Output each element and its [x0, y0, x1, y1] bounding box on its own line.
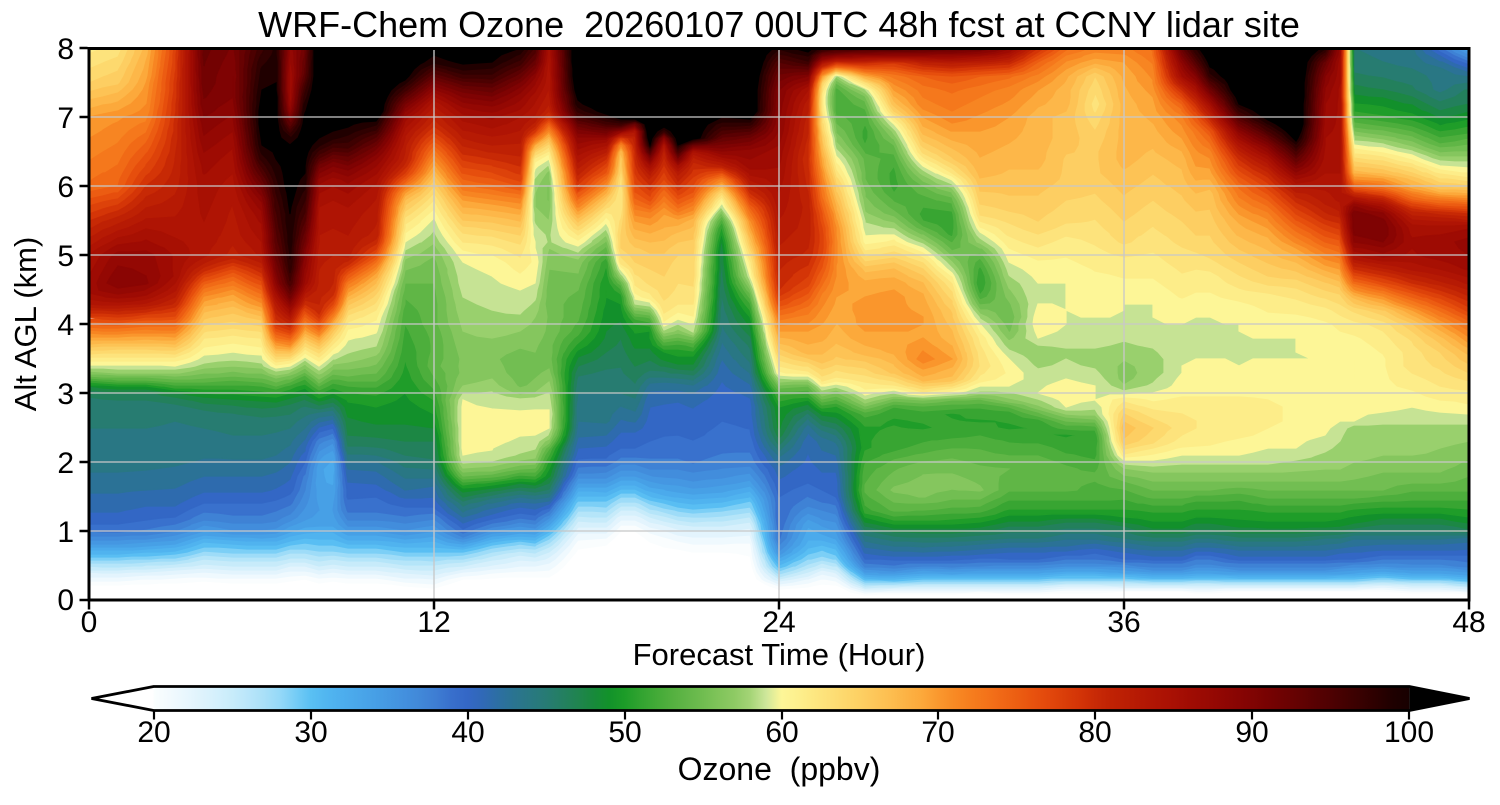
svg-text:Ozone (ppbv): Ozone (ppbv)	[678, 751, 881, 787]
svg-text:80: 80	[1078, 716, 1111, 749]
svg-text:Forecast Time (Hour): Forecast Time (Hour)	[633, 637, 926, 672]
svg-text:70: 70	[921, 716, 954, 749]
svg-text:Alt AGL (km): Alt AGL (km)	[8, 237, 43, 412]
svg-text:48: 48	[1452, 606, 1485, 639]
svg-text:90: 90	[1235, 716, 1268, 749]
svg-text:0: 0	[81, 606, 98, 639]
svg-text:40: 40	[451, 716, 484, 749]
svg-text:2: 2	[57, 447, 74, 480]
svg-text:1: 1	[57, 516, 74, 549]
svg-text:24: 24	[762, 606, 795, 639]
svg-text:0: 0	[57, 584, 74, 617]
svg-text:100: 100	[1384, 716, 1434, 749]
svg-text:8: 8	[57, 33, 74, 66]
svg-text:5: 5	[57, 240, 74, 273]
svg-text:30: 30	[294, 716, 327, 749]
svg-text:6: 6	[57, 171, 74, 204]
svg-text:50: 50	[608, 716, 641, 749]
svg-text:4: 4	[57, 309, 74, 342]
svg-text:60: 60	[765, 716, 798, 749]
svg-text:7: 7	[57, 102, 74, 135]
svg-text:3: 3	[57, 378, 74, 411]
svg-text:20: 20	[137, 716, 170, 749]
svg-text:12: 12	[417, 606, 450, 639]
svg-text:36: 36	[1107, 606, 1140, 639]
svg-text:WRF-Chem Ozone 20260107 00UTC: WRF-Chem Ozone 20260107 00UTC 48h fcst a…	[258, 4, 1300, 45]
